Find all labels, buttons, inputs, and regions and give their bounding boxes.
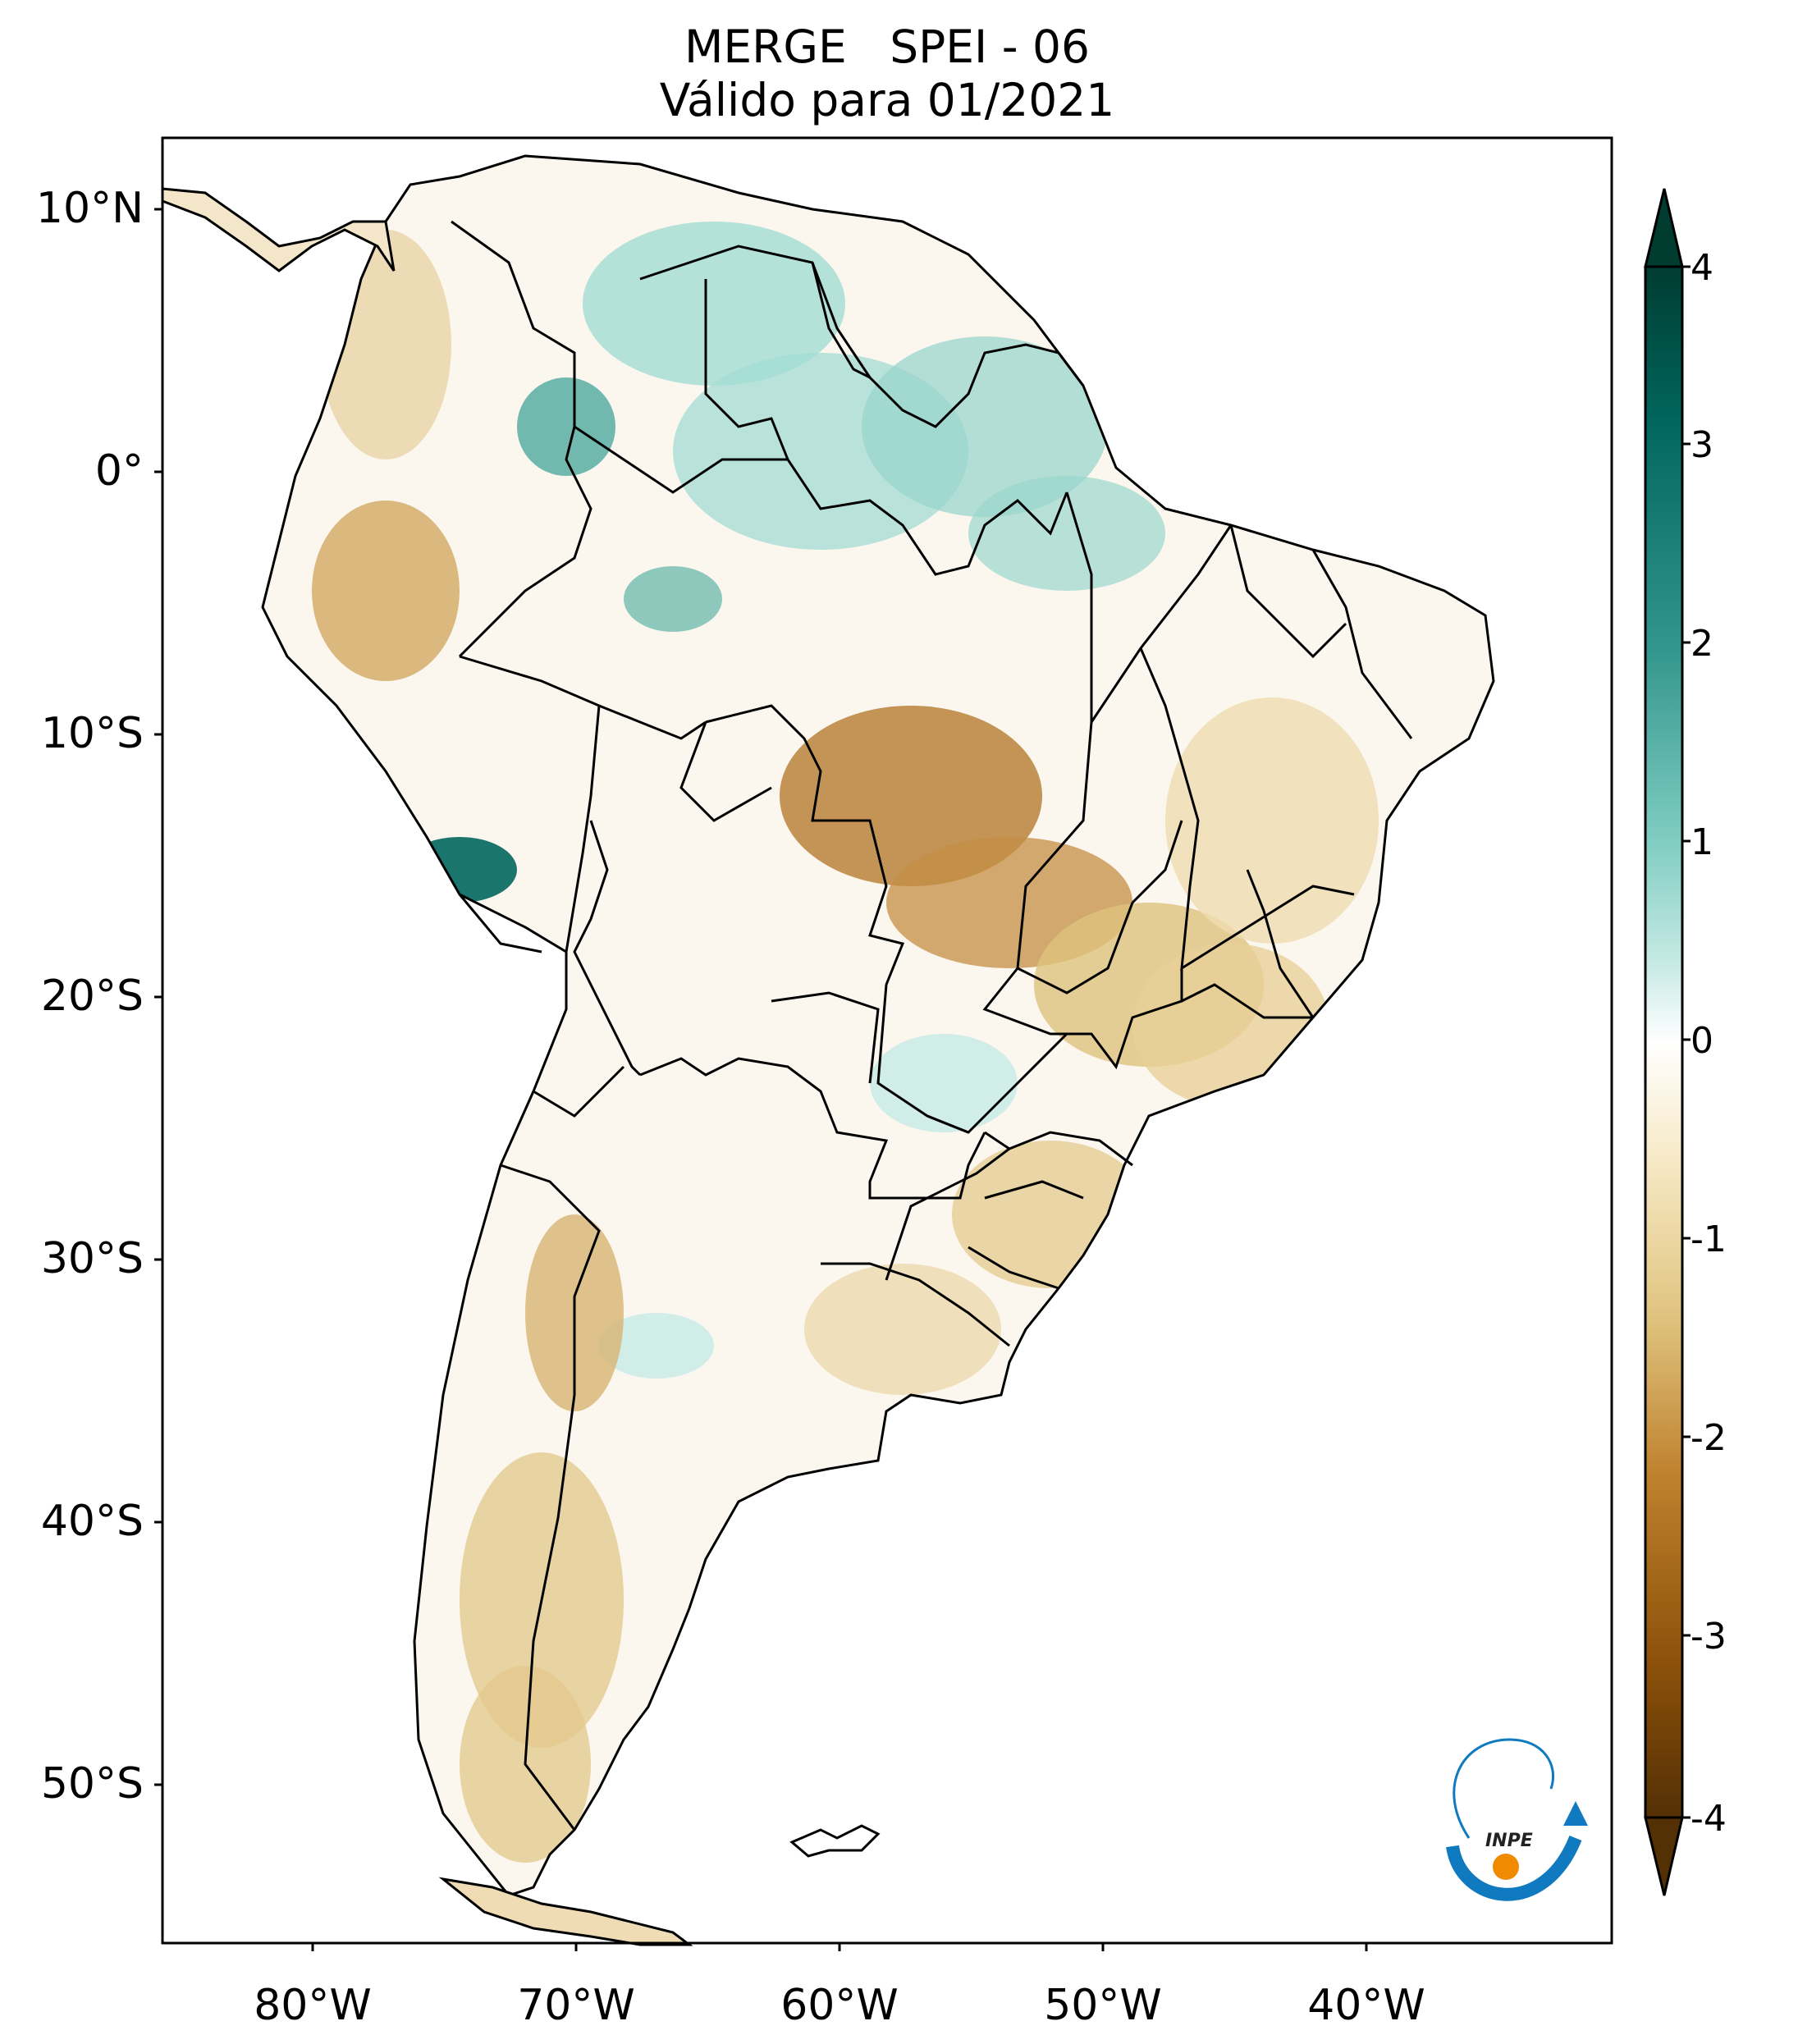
map-subtitle: Válido para 01/2021 <box>659 74 1115 126</box>
colorbar-bottom-extend <box>1644 1816 1684 1896</box>
colorbar-tick-label: 1 <box>1690 821 1713 863</box>
lon-tick-label: 60°W <box>780 1981 899 2030</box>
lon-tick-label: 80°W <box>254 1981 372 2030</box>
lat-tick-label: 0° <box>94 446 144 496</box>
colorbar-tick-label: 0 <box>1690 1020 1713 1062</box>
lat-tick-label: 50°S <box>40 1759 144 1809</box>
colorbar-tick-label: -1 <box>1690 1219 1727 1260</box>
tierra-del-fuego-outline <box>438 1877 693 1946</box>
map-frame <box>161 136 1613 1945</box>
colorbar-tick-label: -2 <box>1690 1417 1727 1459</box>
colorbar <box>1644 188 1690 1896</box>
lat-tick-label: 10°S <box>40 709 144 758</box>
colorbar-top-extend <box>1644 188 1684 268</box>
falklands-outline <box>789 1824 881 1858</box>
colorbar-gradient <box>1644 265 1684 1819</box>
continent-outline <box>261 154 1495 1897</box>
logo-text: INPE <box>1485 1831 1533 1851</box>
lon-tick-marks <box>311 1943 1368 1951</box>
lat-tick-label: 30°S <box>40 1234 144 1283</box>
lon-tick-label: 50°W <box>1044 1981 1162 2030</box>
colorbar-tick-label: -4 <box>1690 1798 1727 1840</box>
lat-tick-label: 10°N <box>35 184 144 233</box>
lat-tick-marks <box>154 208 162 1786</box>
country-borders <box>451 220 1413 1831</box>
lon-tick-label: 40°W <box>1307 1981 1425 2030</box>
colorbar-tick-label: 4 <box>1690 247 1713 289</box>
lon-tick-label: 70°W <box>517 1981 635 2030</box>
lat-tick-label: 20°S <box>40 972 144 1021</box>
inpe-logo-icon: INPE <box>1446 1738 1588 1901</box>
colorbar-tick-label: 3 <box>1690 424 1713 466</box>
colorbar-tick-label: 2 <box>1690 623 1713 665</box>
central-america-outline <box>161 187 396 272</box>
map-title: MERGE SPEI - 06 <box>684 21 1091 73</box>
lat-tick-label: 40°S <box>40 1497 144 1546</box>
colorbar-tick-label: -3 <box>1690 1616 1727 1658</box>
colorbar-tick-marks <box>1682 265 1690 1819</box>
